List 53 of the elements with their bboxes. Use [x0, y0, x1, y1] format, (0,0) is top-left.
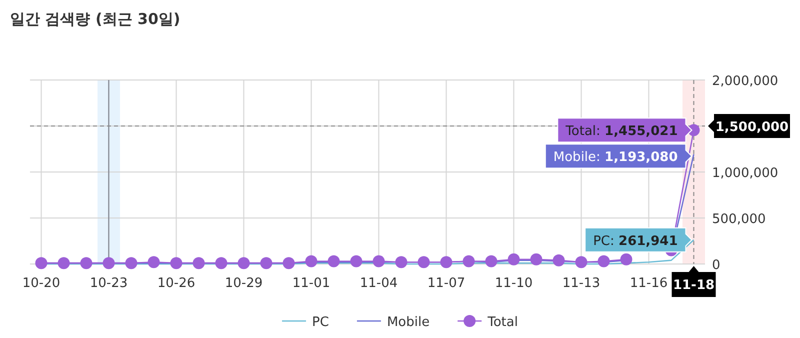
x-tick-label: 10-23 — [90, 276, 128, 291]
point — [552, 254, 565, 266]
point — [282, 257, 295, 270]
point — [485, 255, 498, 268]
y-tick-label: 500,000 — [712, 212, 766, 227]
point — [170, 257, 182, 270]
point — [508, 253, 520, 266]
point — [530, 253, 542, 266]
point — [58, 257, 70, 270]
x-tick-label: 11-13 — [562, 276, 600, 291]
legend-label: PC — [312, 315, 329, 330]
point — [350, 255, 362, 268]
point — [80, 257, 92, 270]
point — [372, 255, 385, 268]
annotation: Mobile: 1,193,080 — [553, 150, 678, 166]
point — [102, 257, 115, 270]
y-tick-label: 1,000,000 — [712, 166, 778, 181]
annotation: PC: 261,941 — [593, 234, 678, 249]
point — [215, 257, 228, 270]
point — [575, 256, 588, 268]
annotation: Total: 1,455,021 — [564, 124, 678, 140]
point — [148, 256, 160, 268]
x-tick-label: 11-07 — [427, 276, 466, 291]
point — [260, 257, 272, 270]
x-tick-label: 10-26 — [157, 276, 196, 291]
point — [462, 255, 475, 268]
legend-label: Total — [486, 315, 518, 330]
annotation: Total: 1,455,021 — [557, 118, 692, 143]
point — [440, 256, 452, 268]
ref-line-label: 11-18 — [672, 278, 715, 293]
point — [35, 257, 48, 270]
point — [192, 257, 205, 270]
x-tick-label: 11-16 — [630, 276, 668, 291]
x-tick-label: 11-01 — [292, 276, 330, 291]
point — [395, 256, 408, 268]
annotation: PC: 261,941 — [584, 227, 692, 252]
point — [598, 255, 610, 268]
point — [328, 255, 340, 268]
x-tick-label: 11-04 — [360, 276, 398, 291]
point — [620, 253, 632, 266]
point — [125, 257, 138, 270]
annotation: Mobile: 1,193,080 — [544, 144, 692, 169]
point — [418, 256, 430, 268]
ref-line-label: 1,500,000 — [715, 120, 789, 135]
legend-label: Mobile — [386, 315, 430, 330]
point — [238, 257, 250, 270]
x-tick-label: 10-20 — [22, 276, 60, 291]
x-tick-label: 11-10 — [494, 276, 533, 291]
point — [305, 255, 318, 268]
y-tick-label: 2,000,000 — [712, 74, 778, 89]
chart-title: 일간 검색량 (최근 30일) — [10, 10, 180, 28]
ref-label: 1,500,000 — [708, 114, 790, 138]
x-tick-label: 10-29 — [224, 276, 263, 291]
